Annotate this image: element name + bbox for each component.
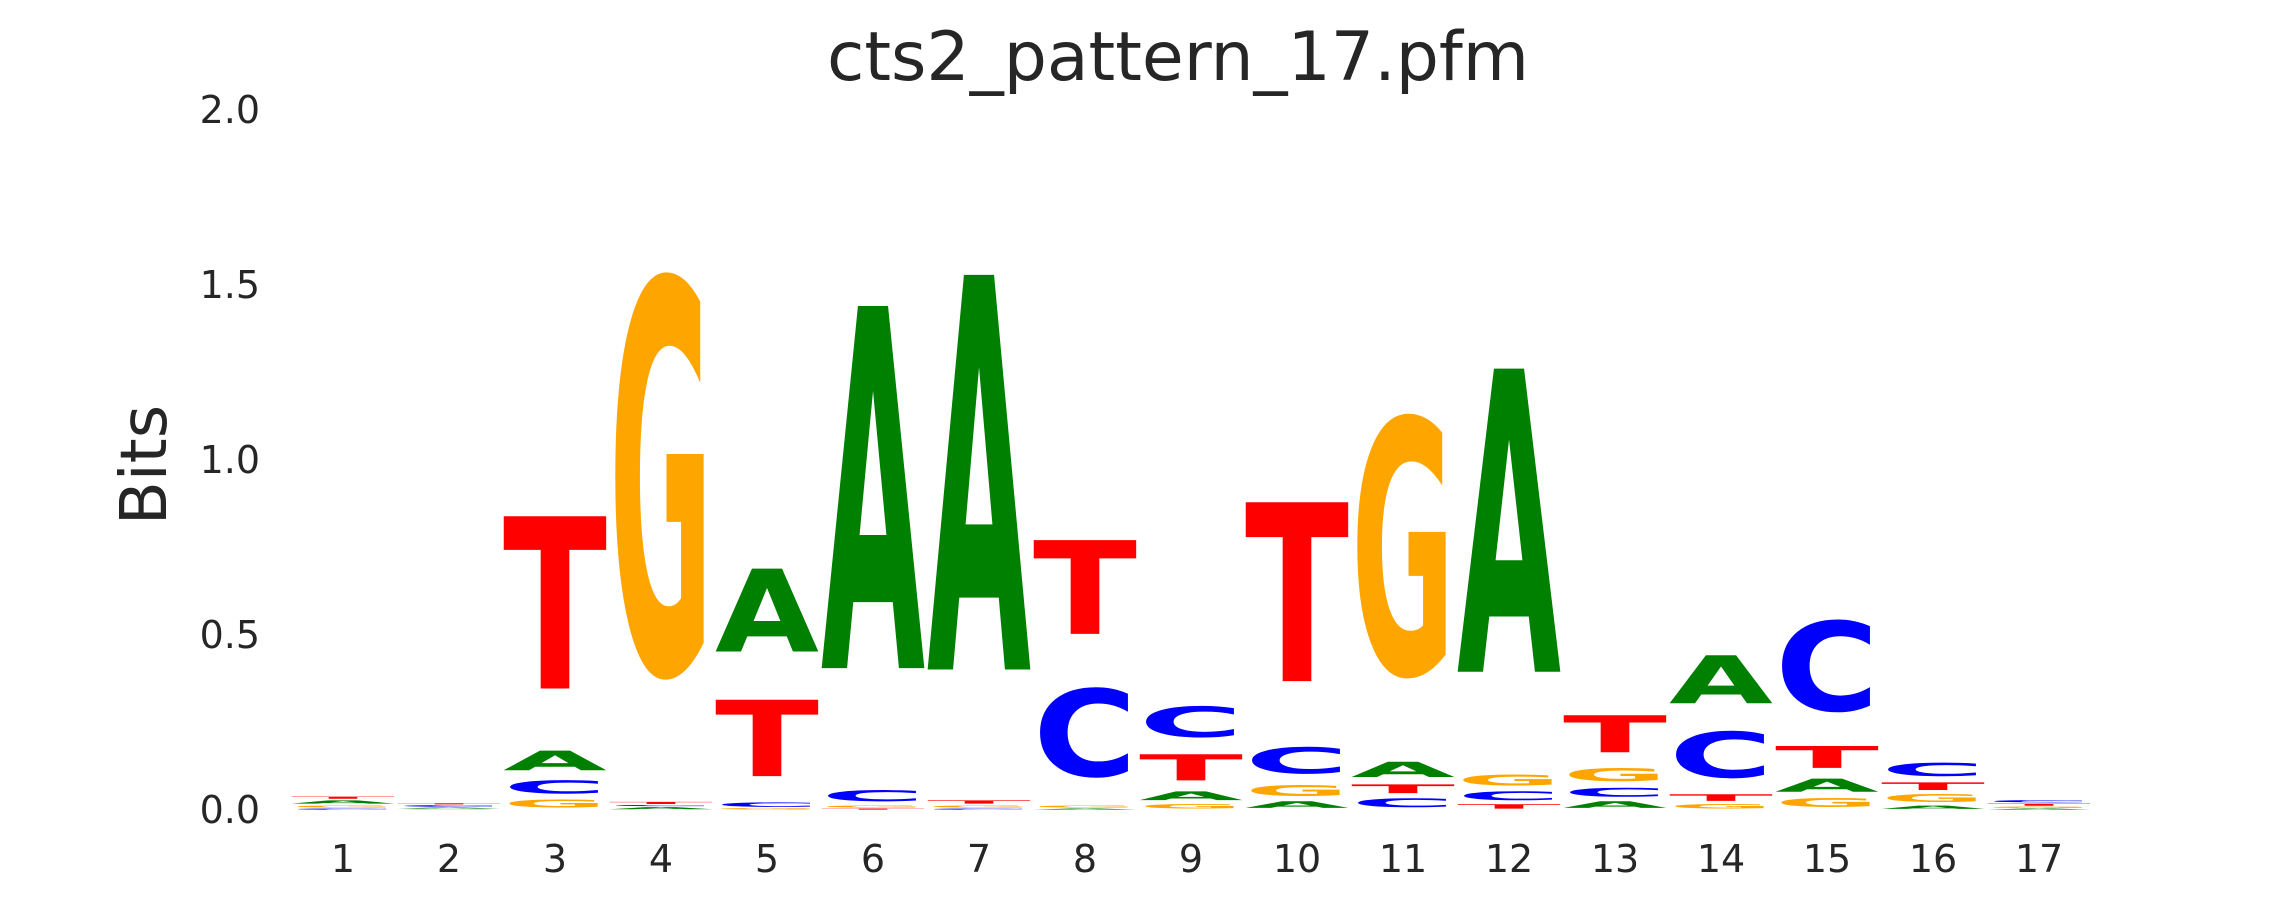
logo-letter-G: G: [1245, 782, 1349, 799]
logo-letter-A: A: [821, 207, 926, 786]
logo-letter-A: A: [715, 546, 819, 678]
logo-letter-A: A: [1351, 758, 1455, 782]
logo-letter-T: T: [609, 801, 713, 804]
x-tick-label: 7: [967, 837, 991, 881]
x-axis-ticks: 1 2 3 4 5 6 7 8 9 10 11 12 13 14 15 16 17: [331, 837, 2063, 881]
x-tick-label: 3: [543, 837, 567, 881]
logo-letter-T: T: [291, 796, 395, 799]
logo-letter-T: T: [397, 803, 501, 805]
logo-letter-G: G: [503, 798, 607, 810]
logo-letter-A: A: [503, 745, 607, 776]
x-tick-label: 4: [649, 837, 673, 881]
logo-letter-G: G: [1351, 350, 1455, 757]
logo-letter-A: A: [1457, 285, 1562, 769]
x-tick-label: 11: [1379, 837, 1427, 881]
logo-letter-G: G: [1033, 805, 1137, 808]
logo-letter-A: A: [1775, 775, 1879, 796]
logo-letter-T: T: [1457, 803, 1561, 810]
y-tick-label: 0.5: [200, 613, 260, 657]
y-tick-label: 0.0: [200, 788, 260, 832]
logo-letter-C: C: [1775, 598, 1879, 741]
logo-letter-C: C: [927, 808, 1031, 810]
logo-letter-T: T: [1775, 740, 1879, 775]
logo-letter-G: G: [1669, 803, 1773, 810]
logo-letter-A: A: [1139, 789, 1243, 803]
logo-letter-T: T: [1245, 454, 1349, 740]
y-axis-ticks: 0.0 0.5 1.0 1.5 2.0: [200, 88, 260, 832]
logo-letter-C: C: [1351, 796, 1455, 810]
y-tick-label: 1.0: [200, 438, 260, 482]
logo-letter-C: C: [1457, 789, 1561, 803]
logo-letter-C: C: [1987, 800, 2091, 803]
logo-letter-T: T: [1033, 515, 1137, 665]
logo-letter-C: C: [1563, 786, 1667, 800]
x-tick-label: 16: [1909, 837, 1957, 881]
logo-letter-C: C: [715, 801, 819, 808]
logo-letter-A: A: [1881, 805, 1986, 810]
x-tick-label: 2: [437, 837, 461, 881]
logo-letter-G: G: [1775, 796, 1879, 810]
x-tick-label: 6: [861, 837, 885, 881]
logo-letter-A: A: [1987, 808, 2092, 810]
logo-letter-T: T: [927, 800, 1031, 805]
logo-letter-G: G: [821, 805, 925, 808]
logo-letter-G: G: [927, 805, 1031, 808]
x-tick-label: 12: [1485, 837, 1533, 881]
logo-letter-C: C: [503, 777, 607, 798]
logo-letter-C: C: [397, 805, 501, 807]
x-tick-label: 14: [1697, 837, 1745, 881]
logo-letter-G: G: [1457, 772, 1561, 789]
logo-letter-T: T: [715, 679, 819, 801]
logo-letter-C: C: [821, 787, 925, 805]
logo-letter-C: C: [1245, 740, 1349, 782]
logo-letter-C: C: [1881, 759, 1985, 780]
logo-letter-C: C: [1033, 665, 1137, 805]
logo-letter-G: G: [1139, 803, 1243, 810]
logo-letter-T: T: [1987, 803, 2091, 806]
logo-letter-C: C: [291, 808, 395, 810]
logo-letter-G: G: [291, 805, 395, 808]
logo-letter-C: C: [1139, 698, 1243, 747]
logo-letter-G: G: [1987, 807, 2091, 809]
logo-letter-A: A: [1033, 808, 1138, 810]
logo-letter-G: G: [397, 809, 501, 810]
x-tick-label: 8: [1073, 837, 1097, 881]
logo-letter-T: T: [1881, 780, 1985, 792]
logo-letter-T: T: [1669, 793, 1773, 803]
logo-letter-T: T: [1139, 747, 1243, 789]
logo-letter-C: C: [1669, 719, 1773, 792]
x-tick-label: 10: [1273, 837, 1321, 881]
x-tick-label: 13: [1591, 837, 1639, 881]
logo-letter-G: G: [1563, 765, 1667, 786]
logo-letter-T: T: [1563, 705, 1667, 764]
logo-letter-G: G: [609, 174, 713, 800]
x-tick-label: 15: [1803, 837, 1851, 881]
y-tick-label: 2.0: [200, 88, 260, 132]
logo-letter-T: T: [503, 469, 607, 745]
x-tick-label: 9: [1179, 837, 1203, 881]
logo-letter-A: A: [291, 800, 396, 805]
y-tick-label: 1.5: [200, 263, 260, 307]
logo-letter-G: G: [715, 808, 819, 810]
x-tick-label: 1: [331, 837, 355, 881]
logo-letter-A: A: [1563, 800, 1667, 810]
x-tick-label: 5: [755, 837, 779, 881]
logo-letter-T: T: [1351, 782, 1455, 796]
logo-letter-G: G: [1881, 793, 1985, 805]
logo-letter-A: A: [1245, 800, 1349, 810]
x-tick-label: 17: [2015, 837, 2063, 881]
logo-letter-A: A: [609, 807, 714, 810]
logo-letter-A: A: [1669, 642, 1773, 719]
logo-letter-T: T: [821, 808, 925, 810]
logo-letter-A: A: [927, 169, 1032, 799]
y-axis-label: Bits: [108, 405, 182, 525]
logo-letter-C: C: [609, 805, 713, 807]
chart-title: cts2_pattern_17.pfm: [827, 18, 1529, 97]
logo-letter-A: A: [397, 807, 502, 809]
